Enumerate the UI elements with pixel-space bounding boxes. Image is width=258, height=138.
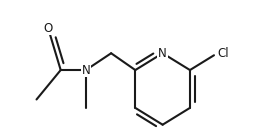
- Text: N: N: [82, 64, 90, 77]
- Text: N: N: [158, 47, 167, 60]
- Text: Cl: Cl: [217, 47, 229, 60]
- Text: O: O: [43, 22, 53, 34]
